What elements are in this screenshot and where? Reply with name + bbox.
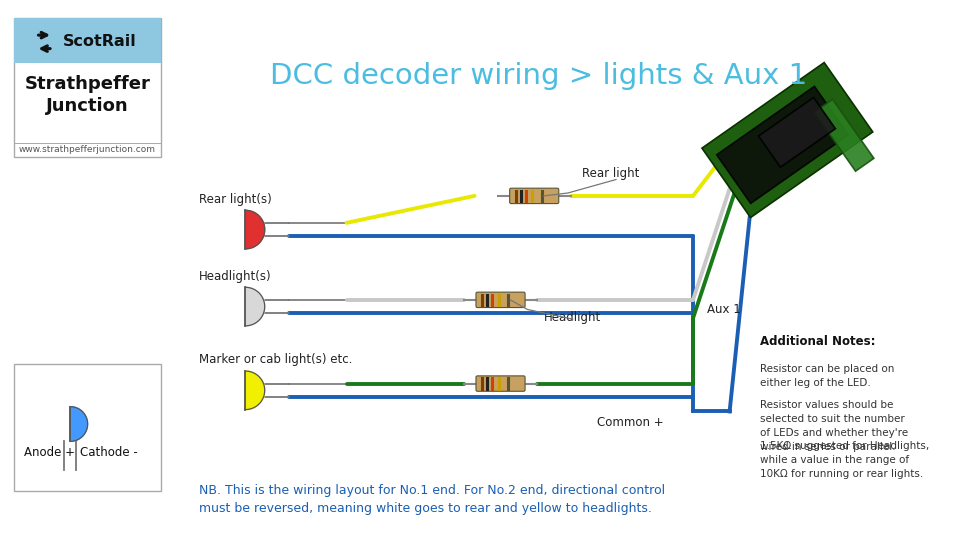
FancyBboxPatch shape [14, 364, 160, 491]
Text: Rear light(s): Rear light(s) [200, 193, 272, 206]
Text: Resistor can be placed on
either leg of the LED.: Resistor can be placed on either leg of … [760, 364, 895, 388]
FancyBboxPatch shape [14, 18, 160, 157]
Text: Aux 1: Aux 1 [708, 303, 741, 316]
Text: 1.5KΩ suggested for Headlights,
while a value in the range of
10KΩ for running o: 1.5KΩ suggested for Headlights, while a … [760, 441, 929, 480]
FancyBboxPatch shape [510, 188, 559, 204]
Text: Anode +: Anode + [24, 446, 75, 459]
Text: Resistor values should be
selected to suit the number
of LEDs and whether they'r: Resistor values should be selected to su… [760, 400, 908, 452]
Text: Cathode -: Cathode - [80, 446, 137, 459]
Text: www.strathpefferjunction.com: www.strathpefferjunction.com [19, 145, 156, 154]
Text: ScotRail: ScotRail [62, 35, 136, 49]
Text: Strathpeffer
Junction: Strathpeffer Junction [25, 75, 151, 114]
Bar [14, 18, 160, 63]
FancyBboxPatch shape [476, 376, 525, 392]
Text: Marker or cab light(s) etc.: Marker or cab light(s) etc. [200, 353, 352, 366]
Text: Rear light: Rear light [583, 167, 639, 180]
Text: Headlight: Headlight [544, 311, 601, 324]
Polygon shape [246, 287, 265, 326]
Text: DCC decoder wiring > lights & Aux 1: DCC decoder wiring > lights & Aux 1 [271, 62, 807, 90]
Polygon shape [702, 63, 873, 218]
Polygon shape [246, 210, 265, 249]
Polygon shape [246, 371, 265, 409]
Polygon shape [814, 99, 874, 171]
Polygon shape [758, 98, 835, 167]
FancyBboxPatch shape [476, 292, 525, 308]
Text: NB. This is the wiring layout for No.1 end. For No.2 end, directional control
mu: NB. This is the wiring layout for No.1 e… [200, 484, 665, 515]
Text: Common +: Common + [597, 416, 663, 429]
Text: Headlight(s): Headlight(s) [200, 269, 272, 282]
Text: Additional Notes:: Additional Notes: [760, 335, 876, 348]
Polygon shape [70, 407, 87, 441]
Polygon shape [717, 86, 849, 204]
